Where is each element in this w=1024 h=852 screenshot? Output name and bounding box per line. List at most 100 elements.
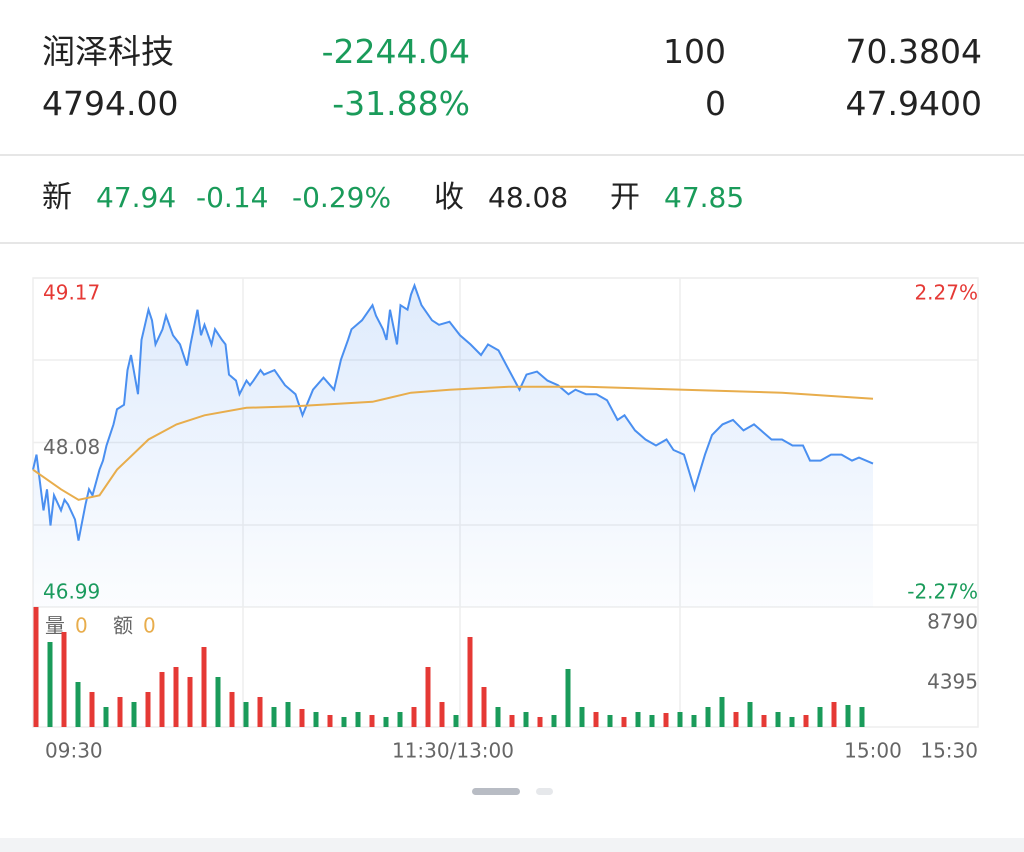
volume-bar xyxy=(817,707,823,727)
legend-label: 额 xyxy=(113,614,133,638)
volume-bar xyxy=(859,707,865,727)
volume-bar xyxy=(229,691,235,727)
label: 新 xyxy=(42,180,72,215)
volume-bar xyxy=(803,715,809,727)
x-tick-label: 11:30/13:00 xyxy=(392,739,514,763)
stock-name: 润泽科技 xyxy=(42,32,174,71)
volume-bar xyxy=(635,711,641,727)
y-tick-label: 49.17 xyxy=(43,281,100,305)
volume-bar xyxy=(705,707,711,727)
volume-bar xyxy=(649,715,655,727)
volume-bar xyxy=(187,676,193,727)
label: 收 xyxy=(434,180,464,215)
current-price: 47.9400 xyxy=(845,84,982,123)
volume-bar xyxy=(663,712,669,727)
volume-bar xyxy=(775,711,781,727)
volume-bar xyxy=(201,647,207,727)
volume-bar xyxy=(593,711,599,727)
x-tick-label: 09:30 xyxy=(45,739,103,763)
volume-bar xyxy=(789,716,795,727)
page-indicator-active xyxy=(472,788,520,795)
volume-bar xyxy=(439,702,445,727)
volume-bar xyxy=(327,715,333,727)
volume-bar xyxy=(145,691,151,727)
volume-bar xyxy=(299,708,305,727)
page-indicator xyxy=(536,788,553,795)
volume-bar xyxy=(89,691,95,727)
volume-bar xyxy=(425,667,431,727)
divider xyxy=(0,154,1024,156)
volume-bar xyxy=(257,696,263,727)
new-price: 47.94 xyxy=(96,181,177,214)
available: 0 xyxy=(705,84,726,123)
volume-bar xyxy=(607,715,613,727)
volume-bar xyxy=(369,715,375,727)
volume-bar xyxy=(719,696,725,727)
change-percent: -0.29% xyxy=(292,181,392,214)
volume-bar xyxy=(131,702,137,727)
volume-bar xyxy=(831,702,837,727)
volume-bar xyxy=(383,716,389,727)
volume-bar xyxy=(453,715,459,727)
volume-bar xyxy=(173,667,179,727)
y-tick-label: 4395 xyxy=(927,670,978,694)
volume-bar xyxy=(159,671,165,727)
volume-bar xyxy=(761,715,767,727)
volume-bar xyxy=(341,716,347,727)
legend-label: 量 xyxy=(45,614,65,638)
open-price: 47.85 xyxy=(664,181,745,214)
footer-band xyxy=(0,838,1024,852)
legend-value: 0 xyxy=(143,614,156,638)
volume-bar xyxy=(523,711,529,727)
volume-bar xyxy=(75,682,81,727)
volume-bar xyxy=(117,696,123,727)
volume-bar xyxy=(467,636,473,727)
volume-bar xyxy=(579,707,585,727)
volume-bar xyxy=(103,707,109,727)
average-line xyxy=(32,385,874,501)
volume-bar xyxy=(271,707,277,727)
volume-bar xyxy=(397,711,403,727)
volume-bar xyxy=(313,711,319,727)
volume-bar xyxy=(495,707,501,727)
divider xyxy=(0,242,1024,244)
y-tick-label: 48.08 xyxy=(43,435,100,459)
volume-bar xyxy=(747,702,753,727)
volume-bar xyxy=(243,702,249,727)
label: 开 xyxy=(610,180,640,215)
volume-bar xyxy=(481,687,487,727)
volume-bar xyxy=(355,711,361,727)
profit: -2244.04 xyxy=(321,32,470,71)
volume-bar xyxy=(691,715,697,727)
y-tick-label: 8790 xyxy=(927,610,978,634)
quantity: 100 xyxy=(663,32,726,71)
volume-bar xyxy=(677,711,683,727)
y2-tick-label: -2.27% xyxy=(907,580,978,604)
header-row: 润泽科技 -2244.04 100 70.3804 xyxy=(0,27,1024,77)
volume-bar xyxy=(47,642,53,727)
volume-bar xyxy=(61,631,67,727)
volume-bar xyxy=(509,715,515,727)
volume-bar xyxy=(551,715,557,727)
cost-price: 70.3804 xyxy=(845,32,982,71)
price-area xyxy=(33,285,873,607)
profit-percent: -31.88% xyxy=(332,84,470,123)
volume-bar xyxy=(285,702,291,727)
market-value: 4794.00 xyxy=(42,84,179,123)
x-tick-label: 15:00 xyxy=(844,739,902,763)
volume-bar xyxy=(565,668,571,727)
legend-value: 0 xyxy=(75,614,88,638)
x-tick-label: 15:30 xyxy=(920,739,978,763)
volume-bar xyxy=(733,711,739,727)
close-price: 48.08 xyxy=(488,181,569,214)
volume-bar xyxy=(621,716,627,727)
header-row: 4794.00 -31.88% 0 47.9400 xyxy=(0,79,1024,129)
volume-bar xyxy=(33,607,39,727)
y2-tick-label: 2.27% xyxy=(914,281,978,305)
volume-bar xyxy=(845,704,851,727)
volume-bar xyxy=(411,707,417,727)
price-line xyxy=(32,282,874,541)
volume-bar xyxy=(537,716,543,727)
